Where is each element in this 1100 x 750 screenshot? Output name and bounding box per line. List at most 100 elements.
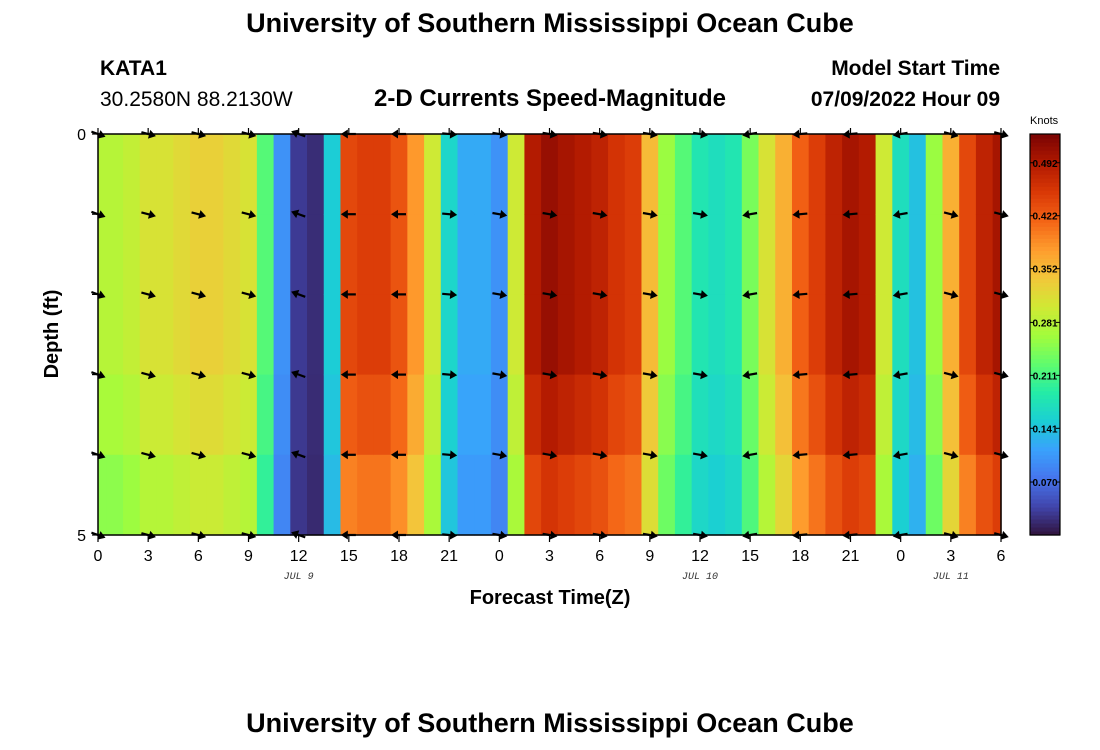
heatmap-cell bbox=[390, 134, 408, 215]
heatmap-cell bbox=[373, 214, 392, 295]
heatmap-cell bbox=[925, 214, 944, 295]
colorbar-tick-label: 0.422 bbox=[1032, 212, 1057, 223]
x-tick-label: 0 bbox=[94, 548, 103, 565]
arrow-head bbox=[549, 370, 558, 380]
heatmap-cell bbox=[992, 134, 1002, 215]
x-tick-label: 12 bbox=[691, 548, 709, 565]
heatmap-cell bbox=[307, 294, 325, 376]
arrow-head bbox=[950, 450, 959, 460]
heatmap-cell bbox=[256, 214, 275, 295]
current-arrow bbox=[742, 370, 758, 380]
arrow-head bbox=[892, 209, 901, 219]
arrow-head bbox=[340, 450, 348, 460]
heatmap-cell bbox=[474, 294, 492, 376]
arrow-head bbox=[340, 209, 348, 219]
heatmap-cell bbox=[139, 374, 158, 456]
heatmap-cell bbox=[574, 214, 592, 295]
heatmap-cell bbox=[959, 134, 977, 215]
colorbar-segment bbox=[1030, 306, 1060, 312]
arrow-head bbox=[842, 209, 850, 219]
heatmap-cell bbox=[658, 134, 676, 215]
current-arrow bbox=[642, 450, 658, 460]
arrow-head bbox=[291, 209, 300, 219]
x-tick-label: 15 bbox=[340, 548, 358, 565]
arrow-head bbox=[842, 370, 850, 380]
current-arrow bbox=[291, 370, 306, 379]
y-tick-label: 5 bbox=[77, 528, 86, 545]
heatmap-cell bbox=[741, 214, 760, 295]
heatmap-cell bbox=[323, 214, 342, 295]
heatmap-cell bbox=[791, 294, 810, 376]
arrow-head bbox=[742, 450, 750, 460]
colorbar-segment bbox=[1030, 222, 1060, 227]
colorbar-segment bbox=[1030, 442, 1060, 448]
arrow-head bbox=[198, 290, 207, 300]
heatmap-cell bbox=[457, 214, 475, 295]
heatmap-cell bbox=[825, 294, 843, 376]
heatmap-cell bbox=[691, 374, 709, 456]
heatmap-cell bbox=[825, 134, 843, 215]
heatmap-cell bbox=[791, 214, 810, 295]
heatmap-cell bbox=[624, 374, 643, 456]
colorbar-segment bbox=[1030, 286, 1060, 291]
chart-title: University of Southern Mississippi Ocean… bbox=[246, 8, 854, 38]
heatmap-cell bbox=[240, 214, 258, 295]
heatmap-cell bbox=[206, 214, 225, 295]
colorbar-segment bbox=[1030, 314, 1060, 320]
current-arrow bbox=[492, 370, 508, 380]
colorbar-segment bbox=[1030, 390, 1060, 396]
heatmap-cell bbox=[591, 294, 609, 376]
arrow-head bbox=[1000, 530, 1009, 540]
heatmap-cell bbox=[624, 454, 643, 536]
current-arrow bbox=[792, 209, 808, 219]
arrow-head bbox=[700, 450, 708, 460]
heatmap-cell bbox=[858, 454, 877, 536]
y-axis-label: Depth (ft) bbox=[41, 290, 63, 379]
current-arrow bbox=[542, 370, 558, 380]
station-id: KATA1 bbox=[100, 57, 167, 80]
heatmap-cell bbox=[758, 454, 776, 536]
heatmap-cell bbox=[307, 374, 325, 456]
heatmap-cell bbox=[440, 214, 459, 295]
heatmap-cell bbox=[725, 294, 743, 376]
heatmap-cell bbox=[189, 214, 208, 295]
heatmap-cell bbox=[708, 454, 726, 536]
heatmap-cell bbox=[641, 294, 659, 376]
current-arrow bbox=[340, 209, 356, 219]
heatmap-cell bbox=[758, 374, 776, 456]
colorbar-segment bbox=[1030, 494, 1060, 500]
heatmap-cell bbox=[173, 294, 191, 376]
heatmap-cell bbox=[424, 294, 442, 376]
colorbar-segment bbox=[1030, 246, 1060, 251]
colorbar-segment bbox=[1030, 166, 1060, 171]
arrow-head bbox=[449, 209, 458, 219]
arrow-head bbox=[650, 450, 658, 460]
arrow-head bbox=[742, 209, 750, 219]
heatmap-cell bbox=[474, 134, 492, 215]
current-arrow bbox=[291, 289, 306, 299]
arrow-head bbox=[198, 450, 207, 460]
current-arrow bbox=[340, 289, 356, 299]
current-arrow bbox=[291, 450, 306, 459]
heatmap-cell bbox=[273, 294, 291, 376]
current-arrow bbox=[442, 290, 458, 299]
colorbar-tick-label: 0.141 bbox=[1032, 424, 1057, 435]
current-arrow bbox=[542, 209, 558, 219]
heatmap-cell bbox=[123, 214, 141, 295]
colorbar-tick-label: 0.352 bbox=[1032, 265, 1057, 276]
heatmap-cell bbox=[407, 214, 425, 295]
colorbar-segment bbox=[1030, 446, 1060, 452]
arrow-head bbox=[147, 370, 156, 380]
x-tick-label: 21 bbox=[440, 548, 458, 565]
heatmap-cell bbox=[842, 134, 860, 215]
heatmap-cell bbox=[373, 454, 392, 536]
heatmap-cell bbox=[474, 454, 492, 536]
heatmap-cell bbox=[557, 294, 576, 376]
colorbar-segment bbox=[1030, 158, 1060, 163]
heatmap-cell bbox=[992, 454, 1002, 536]
arrow-head bbox=[499, 290, 508, 300]
arrow-head bbox=[700, 290, 708, 300]
colorbar-segment bbox=[1030, 394, 1060, 400]
current-arrow bbox=[943, 450, 959, 460]
colorbar-segment bbox=[1030, 474, 1060, 480]
